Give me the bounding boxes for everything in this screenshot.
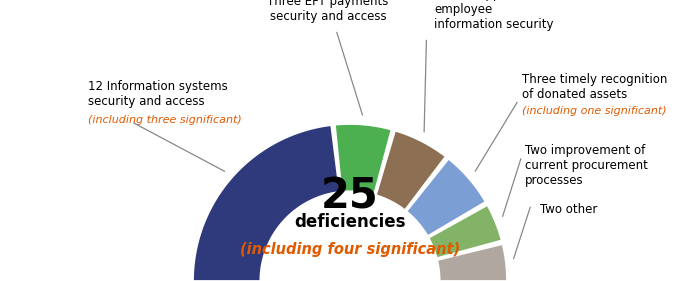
Polygon shape	[407, 159, 484, 235]
Polygon shape	[335, 125, 391, 194]
Polygon shape	[194, 126, 339, 281]
Text: 25: 25	[321, 176, 379, 218]
Text: Two improvement of
current procurement
processes: Two improvement of current procurement p…	[525, 144, 648, 187]
Text: Three EFT payments
security and access: Three EFT payments security and access	[267, 0, 388, 23]
Text: (including three significant): (including three significant)	[88, 115, 241, 125]
Text: Two other: Two other	[540, 203, 598, 216]
Text: (including four significant): (including four significant)	[240, 242, 460, 257]
Text: deficiencies: deficiencies	[294, 213, 406, 231]
Text: 12 Information systems
security and access: 12 Information systems security and acce…	[88, 80, 228, 108]
Polygon shape	[429, 205, 500, 257]
Text: (including one significant): (including one significant)	[522, 106, 666, 116]
Polygon shape	[438, 244, 506, 281]
Text: Three supplier and
employee
information security: Three supplier and employee information …	[434, 0, 554, 31]
Polygon shape	[376, 131, 444, 209]
Text: Three timely recognition
of donated assets: Three timely recognition of donated asse…	[522, 73, 667, 101]
